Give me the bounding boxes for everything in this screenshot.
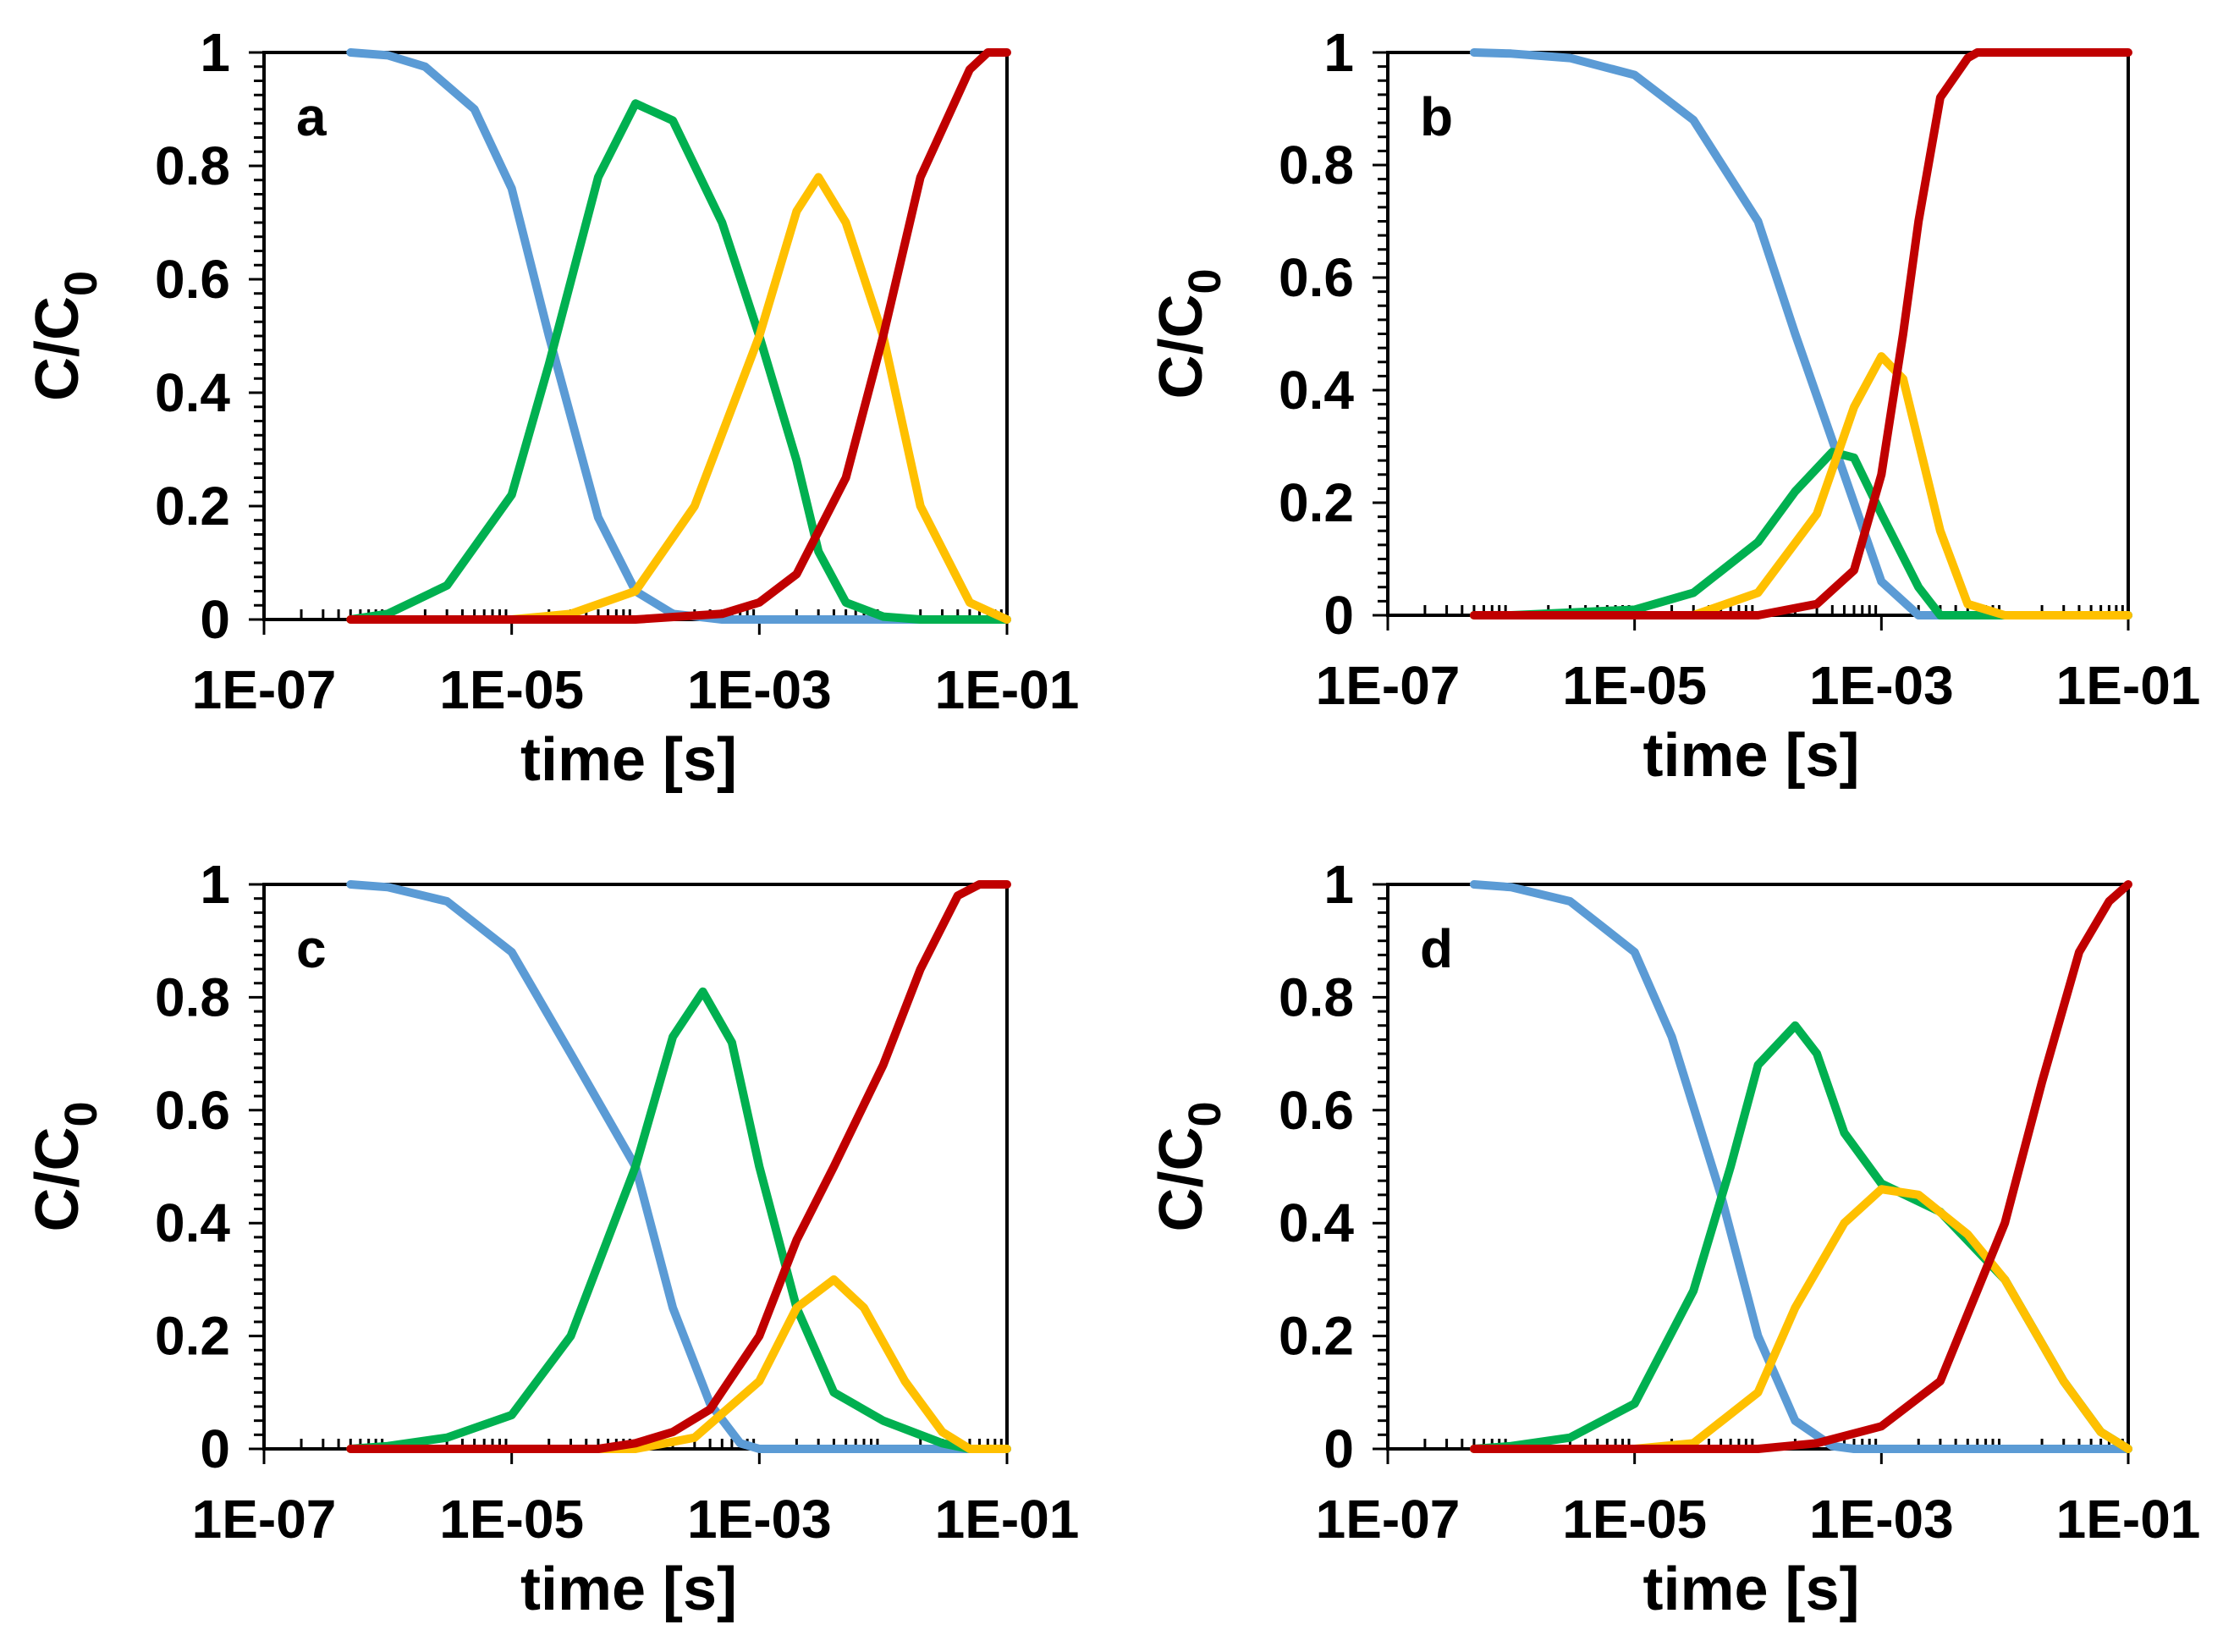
- x-tick-label: 1E-03: [1809, 655, 1954, 716]
- y-tick-label: 0.6: [1279, 247, 1354, 308]
- series-line-2: [1469, 448, 2132, 620]
- y-axis-title-subscript: 0: [56, 1101, 107, 1126]
- chart-panel-a: 1E-07 1E-05 1E-03 1E-01 0 0.2 0.4 0.6 0.8 1 time […: [24, 22, 1079, 794]
- y-axis-title-subscript: 0: [1180, 268, 1230, 294]
- series-line-3: [1469, 1185, 2132, 1453]
- x-axis-title: time [s]: [520, 1556, 737, 1623]
- x-axis-title: time [s]: [1642, 1556, 1859, 1623]
- x-tick-label: 1E-07: [192, 659, 337, 720]
- x-axis-title: time [s]: [1642, 722, 1859, 790]
- x-tick-label: 1E-01: [2056, 655, 2201, 716]
- x-tick-label: 1E-03: [687, 1489, 832, 1550]
- y-tick-label: 0.8: [1279, 966, 1354, 1027]
- series-line-3: [346, 1275, 1011, 1453]
- y-tick-label: 0.4: [155, 1192, 230, 1253]
- series-line-4: [1469, 48, 2132, 620]
- y-tick-label: 0.2: [155, 476, 230, 537]
- y-tick-label: 0.4: [1279, 1192, 1354, 1253]
- series-line-2: [346, 987, 1011, 1453]
- y-tick-label: 0: [200, 589, 230, 650]
- x-tick-label: 1E-01: [935, 1489, 1080, 1550]
- x-tick-label: 1E-05: [439, 659, 584, 720]
- y-tick-label: 1: [200, 854, 230, 915]
- series-line-4: [1469, 880, 2132, 1453]
- y-axis-title: C/C0: [1147, 268, 1230, 399]
- y-tick-label: 0.6: [155, 249, 230, 310]
- y-tick-label: 0.6: [1279, 1080, 1354, 1141]
- y-tick-label: 0.4: [1279, 360, 1354, 421]
- plot-frame: [1386, 51, 2130, 617]
- y-axis-title-main: C/C: [1147, 1127, 1215, 1232]
- x-tick-label: 1E-07: [192, 1489, 337, 1550]
- y-tick-label: 0: [1323, 1418, 1354, 1479]
- y-tick-label: 0: [200, 1418, 230, 1479]
- x-tick-label: 1E-05: [1562, 1489, 1707, 1550]
- y-tick-label: 1: [1323, 854, 1354, 915]
- y-tick-label: 0.8: [1279, 135, 1354, 195]
- y-tick-label: 0.2: [155, 1306, 230, 1367]
- panel-label: d: [1420, 918, 1453, 979]
- y-tick-label: 0.2: [1279, 472, 1354, 533]
- y-tick-label: 0.2: [1279, 1306, 1354, 1367]
- panel-label: b: [1420, 86, 1453, 147]
- y-axis-title: C/C0: [1147, 1101, 1230, 1231]
- x-tick-label: 1E-07: [1316, 1489, 1461, 1550]
- y-axis-title-main: C/C: [1147, 295, 1215, 399]
- x-tick-label: 1E-07: [1316, 655, 1461, 716]
- series-line-1: [1469, 48, 2132, 620]
- y-tick-label: 1: [1323, 22, 1354, 83]
- series-line-1: [346, 880, 1011, 1453]
- y-tick-label: 0.4: [155, 362, 230, 423]
- x-tick-label: 1E-01: [2056, 1489, 2201, 1550]
- series-line-1: [1469, 880, 2132, 1453]
- chart-panel-d: 1E-07 1E-05 1E-03 1E-01 0 0.2 0.4 0.6 0.8 1 time […: [1147, 854, 2200, 1623]
- series-line-3: [346, 173, 1011, 624]
- y-axis-title-subscript: 0: [56, 271, 107, 296]
- chart-panel-c: 1E-07 1E-05 1E-03 1E-01 0 0.2 0.4 0.6 0.8 1 time […: [24, 854, 1079, 1623]
- x-tick-label: 1E-05: [1562, 655, 1707, 716]
- series-line-3: [1469, 352, 2132, 620]
- chart-panel-b: 1E-07 1E-05 1E-03 1E-01 0 0.2 0.4 0.6 0.8 1 time […: [1147, 22, 2200, 790]
- series-line-2: [346, 99, 1011, 624]
- y-axis-title-main: C/C: [24, 296, 91, 401]
- y-tick-label: 1: [200, 22, 230, 83]
- panel-label: a: [296, 86, 327, 147]
- y-tick-label: 0.8: [155, 135, 230, 196]
- x-tick-label: 1E-05: [439, 1489, 584, 1550]
- y-axis-title: C/C0: [24, 1101, 107, 1231]
- y-axis-title-subscript: 0: [1180, 1101, 1230, 1126]
- plot-frame: [262, 51, 1009, 621]
- y-tick-label: 0.8: [155, 966, 230, 1027]
- series-line-4: [346, 48, 1011, 624]
- x-tick-label: 1E-01: [935, 659, 1080, 720]
- panel-label: c: [296, 918, 327, 979]
- x-tick-label: 1E-03: [1809, 1489, 1954, 1550]
- series-line-2: [1469, 1021, 2132, 1453]
- y-axis-title-main: C/C: [24, 1127, 91, 1232]
- series-line-4: [346, 880, 1011, 1453]
- x-tick-label: 1E-03: [687, 659, 832, 720]
- y-axis-title: C/C0: [24, 271, 107, 401]
- y-tick-label: 0.6: [155, 1080, 230, 1141]
- x-axis-title: time [s]: [520, 726, 737, 794]
- y-tick-label: 0: [1323, 585, 1354, 646]
